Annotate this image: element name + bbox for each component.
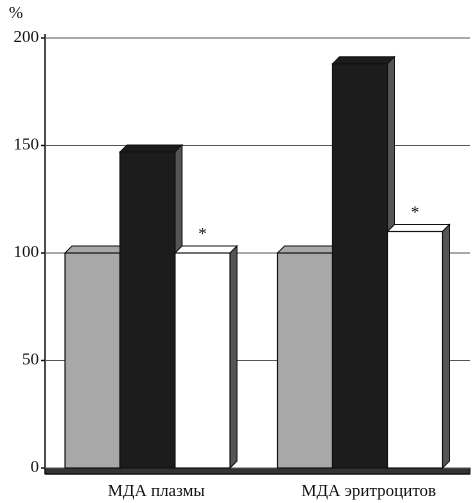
bar	[173, 244, 239, 470]
y-tick-label: 150	[14, 134, 40, 153]
bar	[276, 244, 341, 470]
bar-front	[276, 252, 334, 469]
annotation: *	[411, 202, 420, 221]
bar-side	[229, 244, 238, 470]
bar-top	[386, 224, 451, 232]
bar-top	[331, 56, 396, 65]
bar	[331, 55, 396, 470]
bar-top	[118, 144, 184, 153]
bar-top	[173, 245, 239, 254]
bar-front	[174, 252, 231, 469]
bar-front	[331, 63, 389, 469]
bar-top	[63, 245, 129, 254]
bar-side	[442, 223, 450, 470]
bar	[386, 223, 451, 470]
y-tick-label: 50	[22, 349, 39, 368]
y-tick-label: 200	[14, 27, 40, 46]
x-tick-label: МДА плазмы	[108, 481, 206, 500]
bar-front	[119, 151, 176, 469]
bar-top	[276, 245, 341, 254]
bar-front	[386, 230, 444, 469]
x-tick-label: МДА эритроцитов	[301, 481, 436, 500]
bar	[118, 143, 184, 470]
floor	[44, 467, 471, 475]
bar-front	[64, 252, 121, 469]
annotation: *	[198, 224, 207, 243]
y-tick-label: 100	[14, 242, 40, 261]
y-axis-label: %	[9, 3, 23, 22]
y-tick-label: 0	[31, 457, 40, 476]
bar	[63, 244, 129, 470]
